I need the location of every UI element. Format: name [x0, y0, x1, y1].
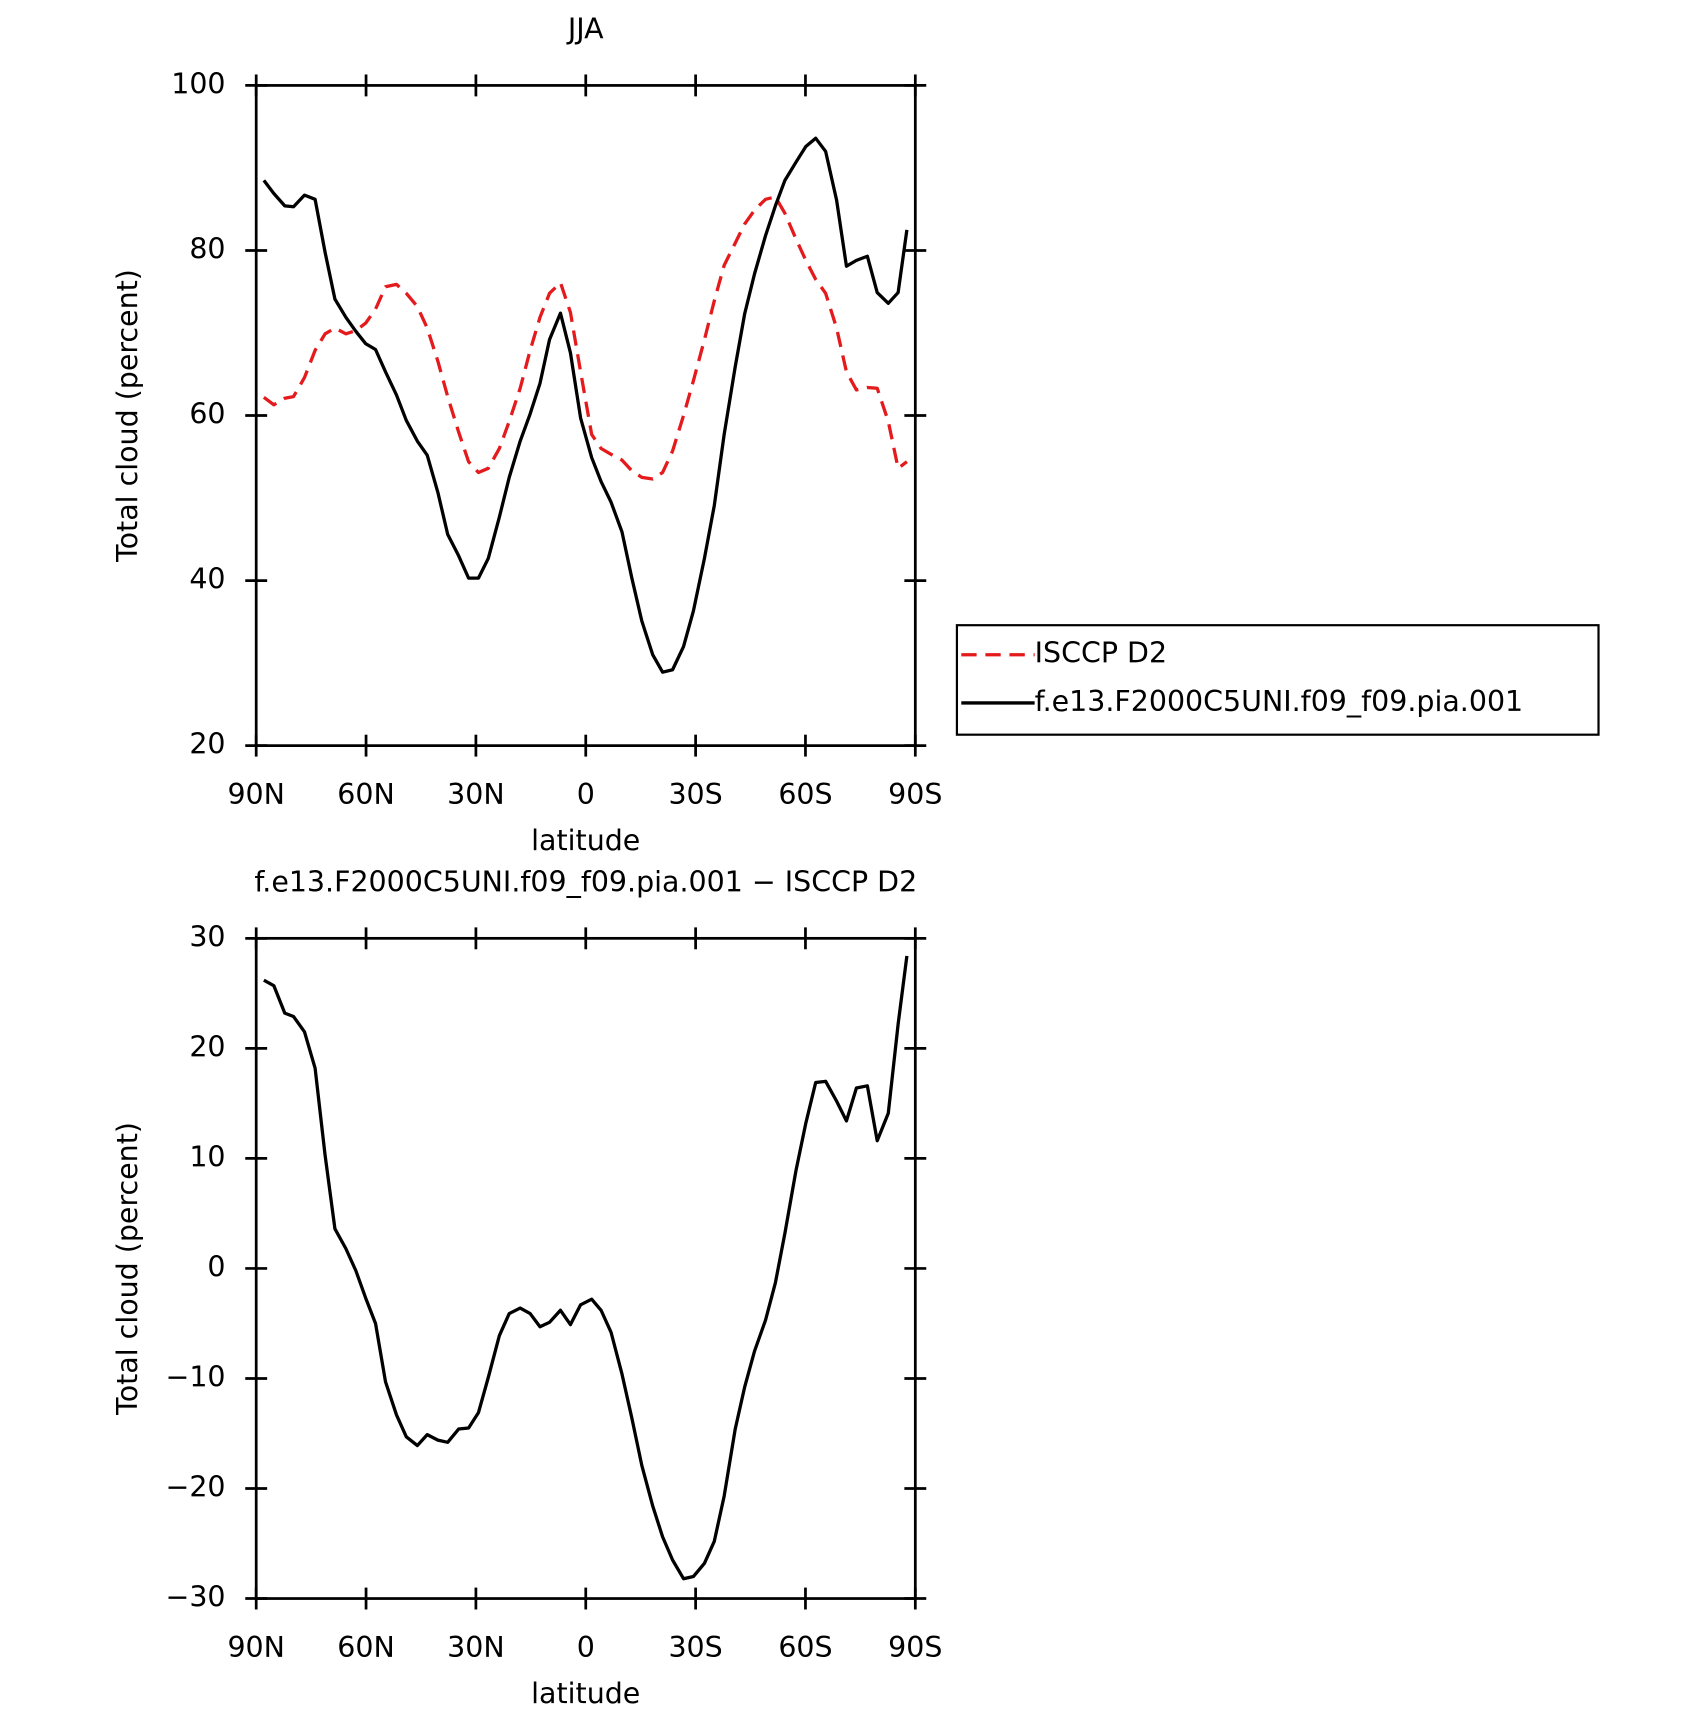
data-line [262, 195, 908, 481]
y-tick-label: −30 [165, 1581, 225, 1614]
chart-title: JJA [566, 13, 604, 46]
chart-title: f.e13.F2000C5UNI.f09_f09.pia.001 − ISCCP… [254, 866, 917, 899]
x-tick-label: 60N [337, 1631, 395, 1664]
x-tick-label: 90N [227, 1631, 285, 1664]
x-tick-label: 60S [778, 1631, 832, 1664]
y-tick-label: −10 [165, 1360, 225, 1393]
plot-frame [254, 936, 917, 1600]
plot-frame [254, 84, 917, 748]
y-axis-label: Total cloud (percent) [111, 269, 144, 563]
data-line [263, 955, 909, 1581]
legend-box [955, 624, 1600, 736]
x-axis-label: latitude [531, 1677, 640, 1710]
x-tick-label: 60S [778, 778, 832, 811]
x-tick-label: 30S [668, 778, 722, 811]
y-tick-label: 100 [171, 67, 225, 100]
y-tick-label: 60 [189, 398, 225, 431]
x-tick-label: 30S [668, 1631, 722, 1664]
y-tick-label: 40 [189, 563, 225, 596]
x-axis-label: latitude [531, 824, 640, 857]
y-tick-label: 80 [189, 232, 225, 265]
y-tick-label: 20 [189, 728, 225, 761]
x-tick-label: 90S [888, 1631, 942, 1664]
y-tick-label: 30 [189, 920, 225, 953]
legend-label: ISCCP D2 [1035, 637, 1167, 670]
x-tick-label: 30N [447, 778, 505, 811]
y-axis-label: Total cloud (percent) [111, 1122, 144, 1416]
data-line [262, 136, 909, 674]
x-tick-label: 0 [577, 1631, 595, 1664]
y-tick-label: 10 [189, 1140, 225, 1173]
x-tick-label: 90S [888, 778, 942, 811]
legend-label: f.e13.F2000C5UNI.f09_f09.pia.001 [1035, 685, 1524, 718]
x-tick-label: 60N [337, 778, 395, 811]
x-tick-label: 30N [447, 1631, 505, 1664]
x-tick-label: 90N [227, 778, 285, 811]
x-tick-label: 0 [577, 778, 595, 811]
y-tick-label: −20 [165, 1471, 225, 1504]
y-tick-label: 0 [207, 1250, 225, 1283]
y-tick-label: 20 [189, 1030, 225, 1063]
